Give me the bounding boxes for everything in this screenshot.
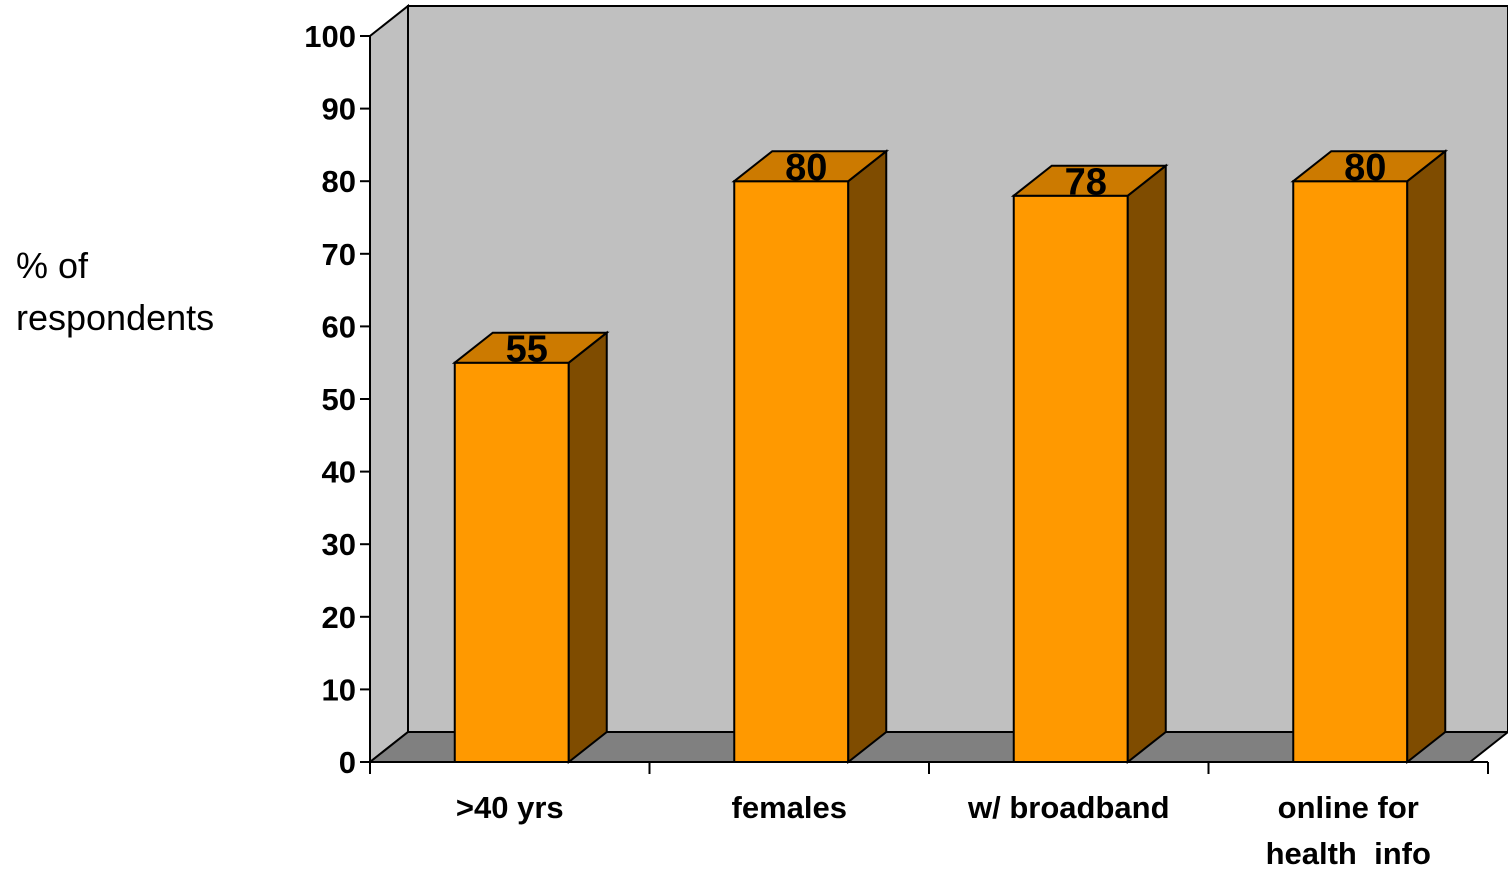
y-tick-label: 70 [322, 237, 356, 272]
y-tick-label: 30 [322, 527, 356, 562]
y-tick-label: 0 [339, 745, 356, 780]
data-label: 78 [1065, 162, 1107, 204]
bar-top [731, 150, 890, 183]
y-tick-label: 90 [322, 92, 356, 127]
bar-top [1010, 164, 1169, 197]
x-category-label: >40 yrs [456, 790, 564, 825]
x-category-label: females [732, 790, 847, 825]
data-label: 80 [785, 147, 827, 189]
x-category-label: health info [1266, 836, 1431, 870]
bar-top [451, 331, 610, 364]
bar-front [453, 361, 570, 763]
data-label: 55 [506, 329, 548, 371]
y-tick-label: 20 [322, 600, 356, 635]
bars [451, 149, 1449, 765]
bar-front [1012, 194, 1129, 764]
y-tick-label: 80 [322, 164, 356, 199]
side-wall [369, 3, 409, 765]
bar-side [1126, 163, 1167, 765]
y-tick-label: 50 [322, 382, 356, 417]
y-tick-label: 60 [322, 309, 356, 344]
bar-top [1290, 150, 1449, 183]
chart-labels: 0 10 20 30 40 50 60 70 80 90 100 55 >40 yrs 80 females… [304, 19, 1431, 870]
bar-front [1292, 180, 1409, 763]
y-tick-label: 10 [322, 672, 356, 707]
y-axis-label: % of respondents [16, 245, 215, 338]
x-category-label: online for [1278, 790, 1419, 825]
y-tick-label: 100 [304, 19, 356, 54]
data-label: 80 [1344, 147, 1386, 189]
bar-front [733, 180, 850, 763]
bar-side [1406, 149, 1447, 765]
bar-side [567, 330, 608, 765]
bar-side [847, 149, 888, 765]
y-tick-label: 40 [322, 455, 356, 490]
x-category-label: w/ broadband [967, 790, 1170, 825]
